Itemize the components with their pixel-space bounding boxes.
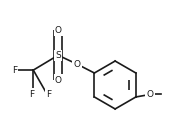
Text: O: O — [55, 76, 62, 85]
Text: O: O — [74, 60, 81, 69]
Text: O: O — [55, 26, 62, 35]
Text: F: F — [12, 66, 17, 75]
Text: F: F — [29, 90, 34, 99]
Text: O: O — [146, 90, 153, 99]
Text: F: F — [46, 90, 52, 99]
Text: S: S — [55, 51, 61, 60]
